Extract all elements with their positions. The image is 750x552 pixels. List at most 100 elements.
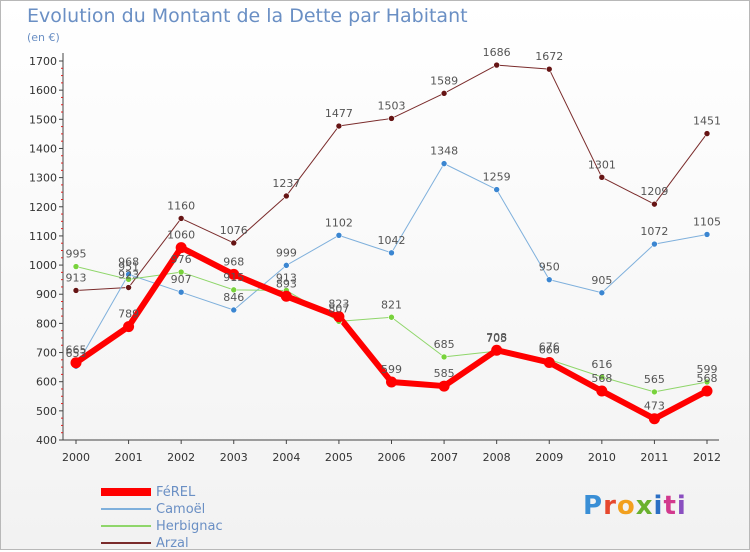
data-point [125,284,132,291]
legend-swatch [101,525,151,527]
data-label: 846 [223,291,244,304]
data-label: 999 [276,246,297,259]
data-point [648,413,660,425]
x-tick-label: 2010 [588,451,616,464]
data-label: 666 [539,343,560,356]
data-label: 976 [171,253,192,266]
data-label: 1301 [588,158,616,171]
logo-letter: o [616,491,636,521]
data-point [177,268,185,276]
data-label: 1105 [693,215,721,228]
data-point [388,313,395,321]
chart-unit: (en €) [27,31,60,44]
data-point [651,240,658,248]
data-point [177,215,185,222]
data-point [493,186,500,193]
legend-swatch [101,508,151,510]
data-point [545,65,553,73]
data-point [123,321,135,333]
x-tick-label: 2011 [640,451,668,464]
x-tick-label: 2012 [693,451,721,464]
chart-title: Evolution du Montant de la Dette par Hab… [27,5,468,27]
data-point [598,289,606,297]
x-tick-label: 2005 [325,451,353,464]
data-point [543,356,555,368]
x-tick-label: 2003 [220,451,248,464]
y-tick-label: 800 [36,317,57,330]
y-tick-label: 1200 [29,201,57,214]
data-point [651,200,658,208]
proxiti-logo: Proxiti [583,491,687,521]
data-point [440,353,448,361]
logo-letter: P [583,491,604,521]
data-point [703,231,711,238]
data-label: 1589 [430,74,458,87]
data-point [438,380,450,392]
data-point [228,268,240,280]
data-label: 923 [118,269,139,282]
data-label: 995 [66,248,87,261]
data-label: 951 [118,260,139,273]
data-label: 1042 [378,234,406,247]
data-point [440,160,448,167]
data-label: 653 [66,347,87,360]
data-label: 676 [539,341,560,354]
y-tick-label: 1100 [29,230,57,243]
data-label: 599 [697,363,718,376]
data-label: 893 [276,277,297,290]
data-label: 821 [381,298,402,311]
data-point [175,242,187,254]
data-label: 907 [171,273,192,286]
data-label: 1672 [535,50,563,63]
logo-letter: r [603,491,617,521]
data-label: 1451 [693,115,721,128]
data-point [72,287,80,294]
x-tick-label: 2009 [535,451,563,464]
data-label: 1348 [430,145,458,158]
data-label: 807 [328,302,349,315]
data-point [335,232,343,239]
data-label: 1160 [167,199,195,212]
data-point [283,262,290,269]
data-point [177,288,185,296]
y-tick-label: 900 [36,288,57,301]
data-label: 1686 [483,46,511,59]
data-label: 1237 [272,177,300,190]
y-tick-label: 1300 [29,172,57,185]
y-tick-label: 1000 [29,259,57,272]
data-label: 913 [276,271,297,284]
data-label: 705 [486,332,507,345]
data-point [598,174,606,181]
data-label: 1477 [325,107,353,120]
data-label: 1060 [167,229,195,242]
data-point [72,263,80,270]
data-label: 950 [539,261,560,274]
data-point [598,373,606,381]
data-point [701,385,713,397]
legend-swatch [101,542,151,544]
x-tick-label: 2004 [272,451,300,464]
data-label: 968 [118,255,139,268]
data-point [703,130,711,137]
logo-letter: i [653,491,664,521]
legend-label: Camoël [156,502,206,517]
data-label: 565 [644,373,665,386]
y-tick-label: 400 [36,434,57,447]
x-tick-label: 2001 [115,451,143,464]
data-label: 1259 [483,171,511,184]
data-point [596,385,608,397]
data-point [491,344,503,356]
y-tick-label: 1700 [29,55,57,68]
data-label: 789 [118,308,139,321]
data-point [388,115,395,122]
x-tick-label: 2008 [483,451,511,464]
data-point [545,276,553,283]
logo-letter: i [676,491,687,521]
data-label: 568 [591,372,612,385]
x-tick-label: 2006 [378,451,406,464]
data-label: 913 [66,271,87,284]
data-label: 685 [434,338,455,351]
data-label: 616 [591,358,612,371]
data-label: 1076 [220,224,248,237]
